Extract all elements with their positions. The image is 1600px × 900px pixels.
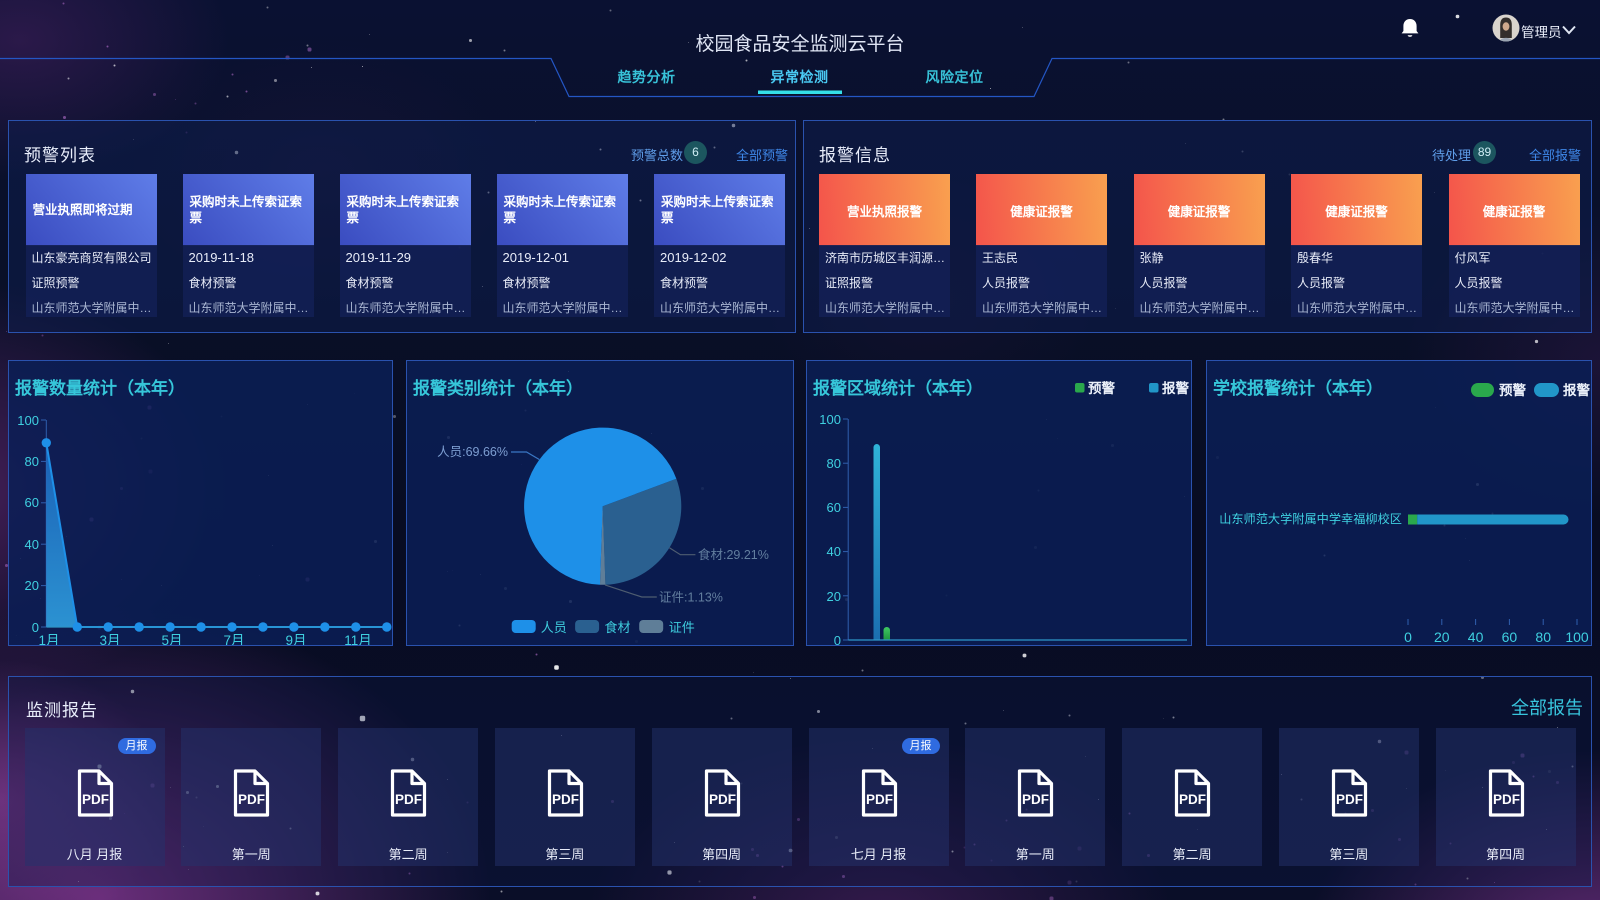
svg-text:40: 40 [1468, 629, 1484, 645]
svg-text:人员: 人员 [541, 620, 567, 635]
svg-text:食材: 食材 [605, 620, 631, 635]
svg-text:报警: 报警 [1563, 382, 1591, 398]
svg-text:预警: 预警 [1499, 382, 1527, 398]
svg-text:3月: 3月 [99, 633, 120, 645]
svg-text:报警: 报警 [1162, 380, 1190, 396]
svg-text:人员:69.66%: 人员:69.66% [437, 445, 508, 459]
svg-text:80: 80 [25, 454, 39, 469]
svg-text:80: 80 [1535, 629, 1551, 645]
svg-text:100: 100 [819, 412, 841, 427]
svg-text:20: 20 [1434, 629, 1450, 645]
svg-text:9月: 9月 [285, 633, 306, 645]
svg-text:0: 0 [834, 633, 841, 645]
svg-text:40: 40 [25, 537, 39, 552]
svg-text:预警: 预警 [1088, 380, 1116, 396]
svg-text:60: 60 [1502, 629, 1518, 645]
svg-text:80: 80 [827, 456, 841, 471]
svg-text:60: 60 [827, 500, 841, 515]
svg-text:1月: 1月 [38, 633, 59, 645]
svg-text:5月: 5月 [161, 633, 182, 645]
svg-text:0: 0 [1404, 629, 1412, 645]
svg-text:100: 100 [17, 413, 39, 428]
svg-text:证件: 证件 [669, 620, 695, 635]
svg-text:100: 100 [1565, 629, 1589, 645]
svg-text:证件:1.13%: 证件:1.13% [659, 591, 723, 605]
svg-text:20: 20 [827, 589, 841, 604]
svg-text:20: 20 [25, 578, 39, 593]
svg-text:60: 60 [25, 495, 39, 510]
svg-text:0: 0 [32, 620, 39, 635]
svg-text:山东师范大学附属中学幸福柳校区: 山东师范大学附属中学幸福柳校区 [1219, 511, 1402, 526]
svg-text:40: 40 [827, 544, 841, 559]
svg-text:7月: 7月 [223, 633, 244, 645]
svg-text:11月: 11月 [344, 633, 372, 645]
svg-text:食材:29.21%: 食材:29.21% [698, 547, 769, 562]
